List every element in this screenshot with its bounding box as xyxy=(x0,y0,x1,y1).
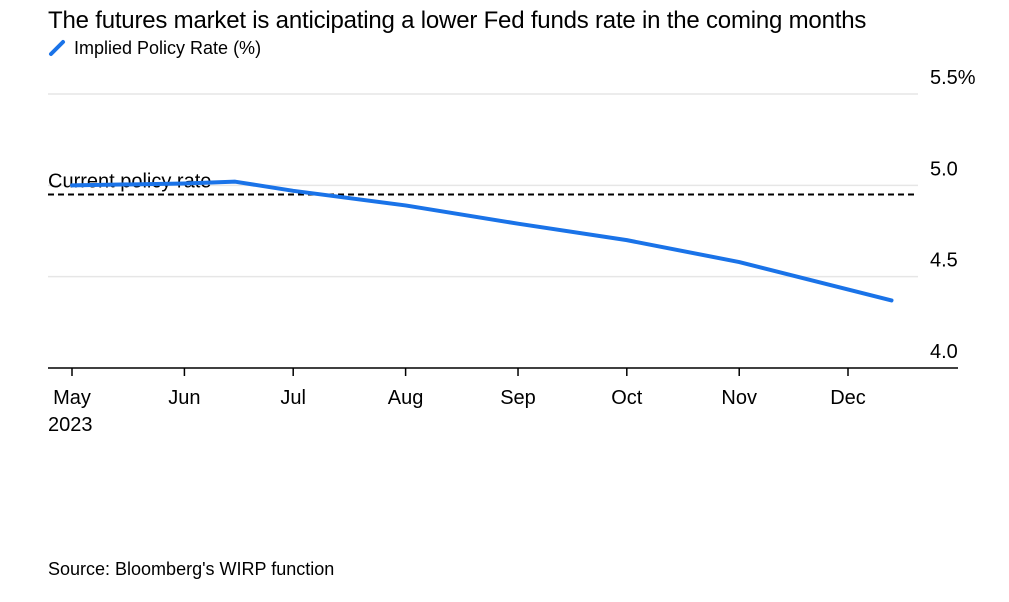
x-tick-label: Aug xyxy=(388,387,424,409)
series-group xyxy=(70,179,894,303)
x-tick-label: Jul xyxy=(280,387,306,409)
x-year-label: 2023 xyxy=(48,414,93,436)
grid-lines xyxy=(48,93,918,278)
series-line xyxy=(70,179,894,303)
x-axis: May Jun Jul Aug Sep Oct Nov Dec 2023 xyxy=(48,367,958,436)
x-tick-label: May xyxy=(53,387,91,409)
y-tick-label: 4.0 xyxy=(930,341,958,363)
y-tick-label: 4.5 xyxy=(930,250,958,272)
x-tick-label: Jun xyxy=(168,387,200,409)
x-tick-label: Oct xyxy=(611,387,643,409)
x-tick-label: Sep xyxy=(500,387,536,409)
y-axis: 5.5% 5.0 4.5 4.0 xyxy=(930,67,976,363)
chart-title: The futures market is anticipating a low… xyxy=(48,7,867,34)
x-tick-label: Nov xyxy=(721,387,757,409)
y-tick-label: 5.5% xyxy=(930,67,976,89)
legend: Implied Policy Rate (%) xyxy=(48,36,261,60)
legend-label: Implied Policy Rate (%) xyxy=(74,38,262,58)
x-tick-label: Dec xyxy=(830,387,866,409)
source-note: Source: Bloomberg's WIRP function xyxy=(48,559,335,579)
legend-line-icon xyxy=(49,40,65,56)
y-tick-label: 5.0 xyxy=(930,158,958,180)
